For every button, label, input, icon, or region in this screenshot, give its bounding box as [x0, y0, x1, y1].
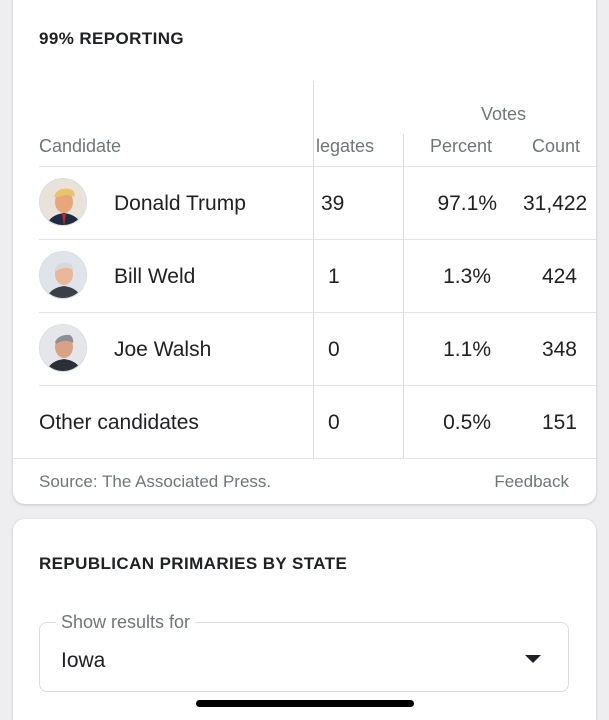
state-primaries-card: REPUBLICAN PRIMARIES BY STATE Show resul… [13, 519, 596, 720]
count-value: 31,422 [523, 192, 588, 215]
percent-value: 0.5% [443, 411, 491, 434]
avatar-bill-weld [40, 252, 86, 298]
candidate-column-header: Candidate [39, 136, 122, 156]
delegates-value: 1 [328, 265, 340, 288]
row-divider [39, 312, 596, 313]
source-attribution: Source: The Associated Press. [39, 472, 272, 491]
avatar-donald-trump [40, 179, 86, 225]
row-divider [39, 385, 596, 386]
candidate-name: Donald Trump [114, 192, 246, 215]
delegates-column-header: legates [316, 136, 375, 156]
count-column-header: Count [532, 136, 581, 156]
row-divider [39, 239, 596, 240]
sticky-column-divider [313, 81, 314, 458]
home-indicator[interactable] [196, 700, 414, 707]
row-divider [39, 166, 596, 167]
delegates-value: 39 [321, 192, 345, 215]
avatar [39, 251, 87, 299]
votes-column-divider [403, 134, 404, 458]
state-select[interactable]: Show results for Iowa [39, 612, 569, 692]
select-value: Iowa [61, 649, 106, 672]
count-value: 151 [541, 411, 577, 434]
avatar [39, 178, 87, 226]
triangle-down-icon[interactable] [525, 655, 541, 663]
candidate-name: Other candidates [39, 411, 199, 434]
state-primaries-title: REPUBLICAN PRIMARIES BY STATE [39, 554, 348, 573]
reporting-title: 99% REPORTING [39, 29, 185, 48]
percent-value: 1.3% [443, 265, 491, 288]
votes-group-header: Votes [481, 104, 527, 124]
count-value: 424 [541, 265, 577, 288]
percent-value: 1.1% [443, 338, 491, 361]
results-card: 99% REPORTING Votes Candidate legates Pe… [13, 0, 596, 504]
delegates-value: 0 [328, 411, 340, 434]
candidate-name: Joe Walsh [114, 338, 212, 361]
feedback-link[interactable]: Feedback [494, 472, 569, 491]
footer-divider [13, 458, 596, 459]
delegates-value: 0 [328, 338, 340, 361]
select-label: Show results for [56, 612, 196, 633]
avatar-joe-walsh [40, 325, 86, 371]
avatar [39, 324, 87, 372]
candidate-name: Bill Weld [114, 265, 196, 288]
percent-value: 97.1% [437, 192, 497, 215]
count-value: 348 [541, 338, 577, 361]
percent-column-header: Percent [430, 136, 493, 156]
